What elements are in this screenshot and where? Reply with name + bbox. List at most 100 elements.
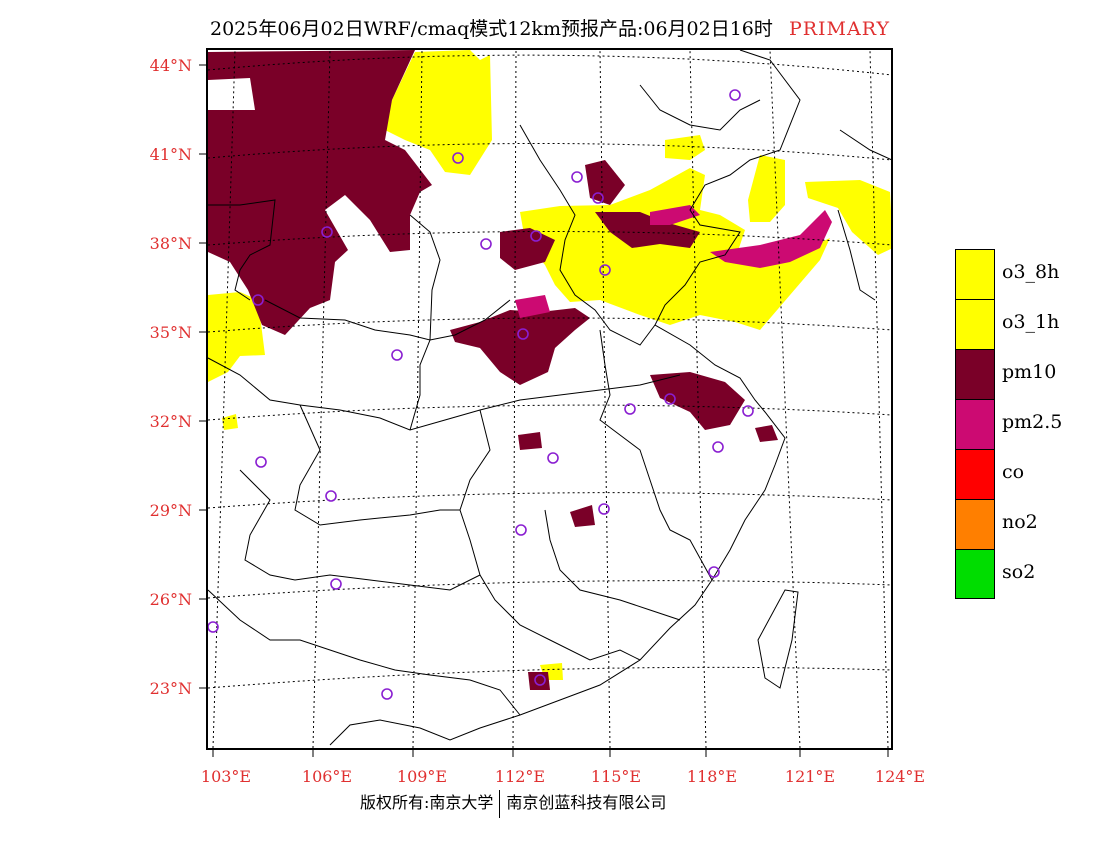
legend-label: o3_1h [1002, 311, 1060, 333]
province-line-10 [207, 589, 521, 716]
legend-label: o3_8h [1002, 261, 1060, 283]
station-marker [598, 503, 610, 515]
meridian-103 [212, 49, 236, 749]
pm10-area-hubei-dots [518, 432, 542, 450]
pm10-area-hebei [500, 228, 555, 270]
coastline [329, 49, 801, 746]
tick-marks [199, 64, 889, 757]
meridian-112 [512, 49, 517, 749]
province-line-4 [207, 357, 681, 431]
legend-swatch [955, 449, 995, 499]
legend-label: pm2.5 [1002, 411, 1063, 433]
pm25-area-shanxi [515, 295, 550, 318]
station-marker [480, 238, 492, 250]
province-line-2 [264, 299, 511, 341]
legend-label: so2 [1002, 561, 1036, 583]
province-line-11 [544, 509, 681, 621]
station-marker [530, 230, 542, 242]
lat-label: 44°N [150, 56, 192, 75]
legend-swatch [955, 349, 995, 399]
pm10-area-northwest [208, 50, 432, 335]
lat-label: 35°N [150, 323, 192, 342]
province-line-5 [519, 124, 656, 346]
station-marker [321, 226, 333, 238]
legend-swatch [955, 399, 995, 449]
latitude-labels: 44°N 41°N 38°N 35°N 32°N 29°N 26°N 23°N [150, 56, 192, 698]
province-line-3 [409, 214, 441, 431]
lon-label: 118°E [687, 767, 737, 786]
legend-label: no2 [1002, 511, 1038, 533]
meridian-115 [599, 49, 611, 749]
province-line-7 [459, 409, 641, 661]
station-marker [517, 328, 529, 340]
station-marker [729, 89, 741, 101]
station-marker [712, 441, 724, 453]
graticule [207, 49, 893, 749]
footer-divider [499, 789, 501, 818]
lon-label: 109°E [397, 767, 447, 786]
copyright-left: 版权所有:南京大学 [360, 793, 494, 812]
o3-area-liaoning [748, 155, 785, 222]
pm25-area-bohai-plume [710, 210, 832, 268]
korea-outline [837, 129, 893, 301]
province-line-12 [639, 84, 761, 131]
meridian-109 [412, 49, 423, 749]
parallel-29 [207, 492, 893, 509]
province-line-8 [294, 404, 460, 526]
pm25-area-tianjin [650, 205, 700, 225]
lon-label: 115°E [591, 767, 641, 786]
parallel-32 [207, 404, 893, 421]
lat-label: 23°N [150, 679, 192, 698]
longitude-labels: 103°E 106°E 109°E 112°E 115°E 118°E 121°… [201, 767, 925, 786]
station-marker [664, 393, 676, 405]
pm10-area-wedge [208, 78, 255, 110]
station-marker [330, 578, 342, 590]
station-marker [252, 294, 264, 306]
o3-area-sichuan-dot [222, 414, 238, 430]
legend-swatch [955, 249, 995, 299]
legend-label: pm10 [1002, 361, 1057, 383]
station-marker [452, 152, 464, 164]
o3-area-korea-sea [805, 180, 893, 255]
station-marker [624, 403, 636, 415]
province-line-1 [208, 199, 276, 301]
lon-label: 112°E [495, 767, 545, 786]
legend-swatch [955, 549, 995, 599]
lat-label: 41°N [150, 145, 192, 164]
station-marker [255, 456, 267, 468]
province-line-6 [599, 329, 713, 581]
lon-label: 106°E [302, 767, 352, 786]
legend-label: co [1002, 461, 1025, 483]
station-marker [571, 171, 583, 183]
meridian-121 [769, 49, 801, 749]
province-line-9 [239, 469, 481, 591]
lat-label: 26°N [150, 590, 192, 609]
o3-area-north-china-plain [520, 168, 830, 330]
pm10-area-hunan-dots [570, 505, 595, 527]
taiwan-outline [757, 589, 799, 689]
o3-area-inner-mongolia [385, 50, 492, 175]
lon-label: 124°E [875, 767, 925, 786]
pm10-area-anhui [650, 372, 745, 430]
station-marker [592, 192, 604, 204]
boundaries [207, 49, 893, 746]
station-marker [742, 405, 754, 417]
map-title: 2025年06月02日WRF/cmaq模式12km预报产品:06月02日16时 … [0, 14, 1100, 41]
o3-area-liaoning-north [665, 135, 705, 160]
station-marker [547, 452, 559, 464]
lon-label: 103°E [201, 767, 251, 786]
parallel-26 [207, 580, 893, 599]
pm10-area-tianjin [595, 212, 700, 248]
pollutant-areas [208, 50, 893, 690]
lon-label: 121°E [785, 767, 835, 786]
copyright-footer: 版权所有:南京大学 南京创蓝科技有限公司 [360, 789, 666, 818]
station-marker [708, 566, 720, 578]
station-marker [515, 524, 527, 536]
pm10-area-shanghai [755, 425, 778, 442]
lat-label: 32°N [150, 412, 192, 431]
lat-label: 29°N [150, 501, 192, 520]
title-pollutant-tag: PRIMARY [788, 18, 890, 40]
o3-area-west-edge [208, 292, 265, 382]
station-marker [325, 490, 337, 502]
